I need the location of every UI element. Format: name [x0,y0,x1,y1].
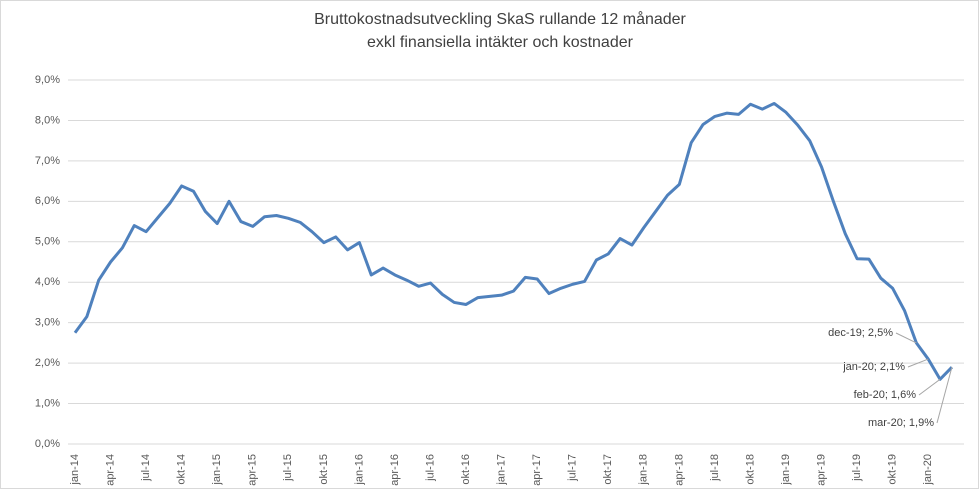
x-tick-label: apr-18 [673,454,685,486]
x-tick-label: jan-19 [780,454,792,486]
data-label: mar-20; 1,9% [868,417,934,429]
x-tick-label: jan-20 [922,454,934,486]
line [73,101,953,381]
chart-title: Bruttokostnadsutveckling SkaS rullande 1… [314,10,686,28]
x-tick-label: apr-15 [247,454,259,486]
x-tick-label: jul-16 [424,454,436,482]
x-tick-label: jul-14 [140,454,152,482]
x-tick-label: jul-17 [567,454,579,482]
x-tick-label: jul-18 [709,454,721,482]
y-tick-label: 1,0% [35,397,60,409]
x-tick-label: okt-19 [887,454,899,485]
y-tick-label: 9,0% [35,74,60,86]
y-tick-label: 8,0% [35,114,60,126]
leader-line [936,367,953,424]
y-tick-label: 4,0% [35,276,60,288]
x-tick-label: okt-18 [744,454,756,485]
leader-line [895,332,917,344]
x-tick-label: apr-14 [104,454,116,486]
x-tick-label: jan-18 [638,454,650,486]
x-tick-label: okt-14 [176,454,188,485]
y-tick-label: 7,0% [35,155,60,167]
x-tick-label: jul-15 [282,454,294,482]
x-tick-label: jan-16 [353,454,365,486]
data-label: jan-20; 2,1% [842,361,905,373]
x-tick-label: apr-19 [815,454,827,486]
y-tick-label: 6,0% [35,195,60,207]
x-tick-label: okt-16 [460,454,472,485]
x-tick-label: jan-15 [211,454,223,486]
x-tick-label: apr-17 [531,454,543,486]
x-tick-label: jan-14 [69,454,81,486]
leader-line [907,358,929,368]
x-tick-label: apr-16 [389,454,401,486]
x-tick-label: okt-17 [602,454,614,485]
data-label: feb-20; 1,6% [854,389,917,401]
leader-line [918,378,941,396]
chart-subtitle: exkl finansiella intäkter och kostnader [367,34,634,51]
y-tick-label: 5,0% [35,236,60,248]
y-tick-label: 3,0% [35,317,60,329]
y-tick-label: 2,0% [35,357,60,369]
x-tick-label: jul-19 [851,454,863,482]
data-label: dec-19; 2,5% [828,327,893,339]
x-tick-label: okt-15 [318,454,330,485]
y-tick-label: 0,0% [35,438,60,450]
x-tick-label: jan-17 [496,454,508,486]
